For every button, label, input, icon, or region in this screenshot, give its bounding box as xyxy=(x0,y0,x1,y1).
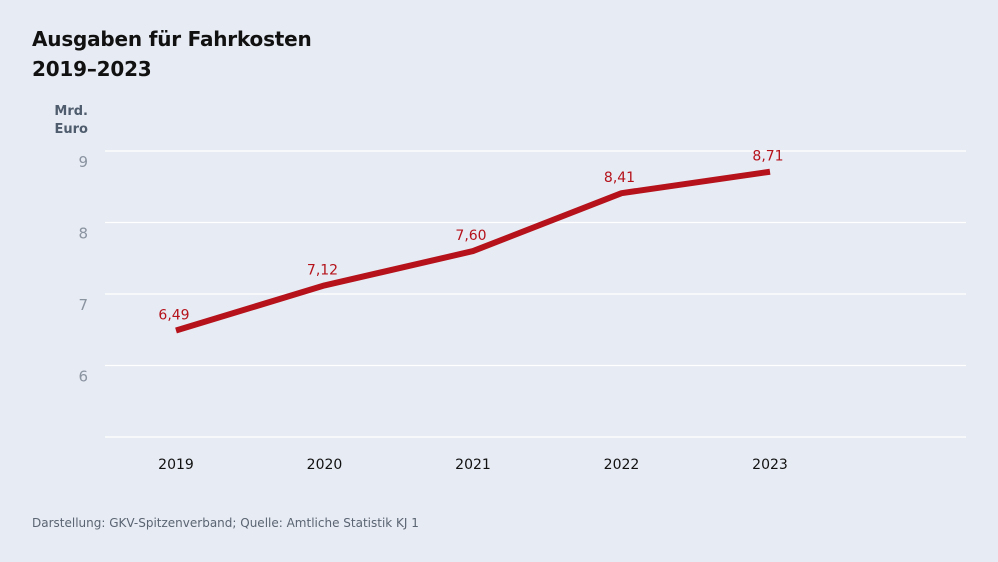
y-tick-label: 7 xyxy=(78,296,88,314)
chart-title-line2: 2019–2023 xyxy=(32,57,152,81)
y-axis-unit-line2: Euro xyxy=(54,122,88,137)
x-tick-label: 2020 xyxy=(307,457,343,473)
data-label: 7,12 xyxy=(307,262,338,278)
x-tick-label: 2022 xyxy=(604,457,640,473)
y-tick-label: 8 xyxy=(78,225,88,243)
data-label: 8,71 xyxy=(752,149,783,165)
data-label: 6,49 xyxy=(158,307,189,323)
y-axis-unit-label: Mrd. Euro xyxy=(30,103,88,139)
source-note: Darstellung: GKV-Spitzenverband; Quelle:… xyxy=(32,516,419,530)
chart-title: Ausgaben für Fahrkosten 2019–2023 xyxy=(32,24,312,84)
data-label: 8,41 xyxy=(604,170,635,186)
x-tick-label: 2019 xyxy=(158,457,194,473)
data-label: 7,60 xyxy=(455,228,486,244)
y-tick-label: 9 xyxy=(78,153,88,171)
chart-title-line1: Ausgaben für Fahrkosten xyxy=(32,27,312,51)
x-tick-label: 2023 xyxy=(752,457,788,473)
y-axis-unit-line1: Mrd. xyxy=(54,104,88,119)
y-tick-label: 6 xyxy=(78,368,88,386)
x-tick-label: 2021 xyxy=(455,457,491,473)
